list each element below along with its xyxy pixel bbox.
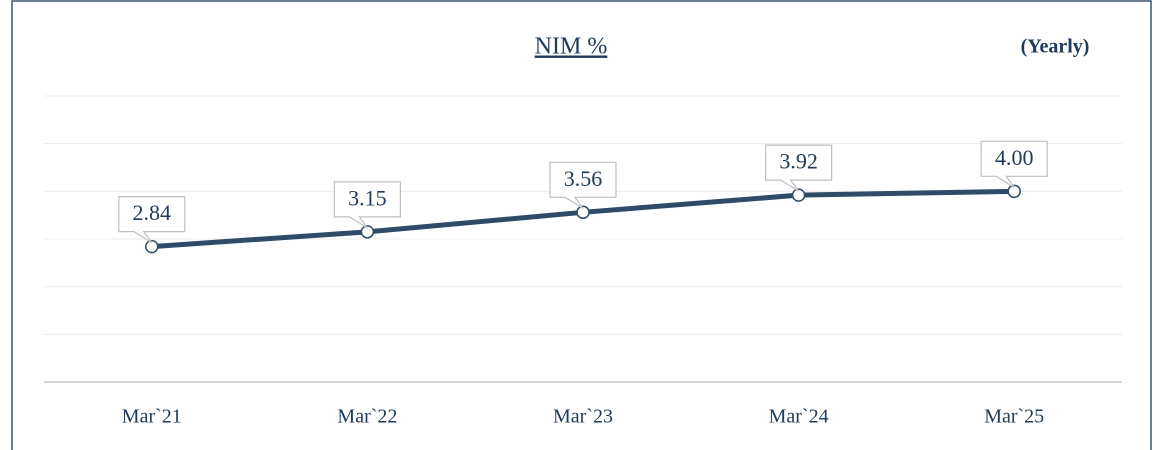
point [360, 225, 375, 239]
chart-title: NIM % [535, 34, 608, 60]
point [145, 239, 159, 254]
data-label-box [980, 140, 1048, 188]
annotation: (Yearly) [1021, 36, 1090, 58]
point [791, 188, 806, 202]
data-label: 4.00 [995, 145, 1034, 170]
frame [11, 0, 1152, 450]
x-tick-label: Mar`21 [122, 406, 182, 428]
x-tick-label: Mar`24 [769, 406, 829, 428]
x-tick-label: Mar`25 [984, 406, 1044, 428]
point [576, 205, 590, 220]
data-label-box [333, 181, 401, 229]
data-label-box [118, 196, 186, 244]
data-label: 3.15 [348, 185, 387, 210]
data-label-box [549, 161, 617, 209]
data-label: 3.92 [779, 149, 818, 174]
x-tick-label: Mar`22 [337, 406, 397, 428]
data-label: 2.84 [133, 200, 172, 225]
point [1007, 184, 1021, 199]
data-label-box [765, 144, 833, 192]
x-tick-label: Mar`23 [553, 406, 613, 428]
data-label: 3.56 [564, 166, 603, 191]
